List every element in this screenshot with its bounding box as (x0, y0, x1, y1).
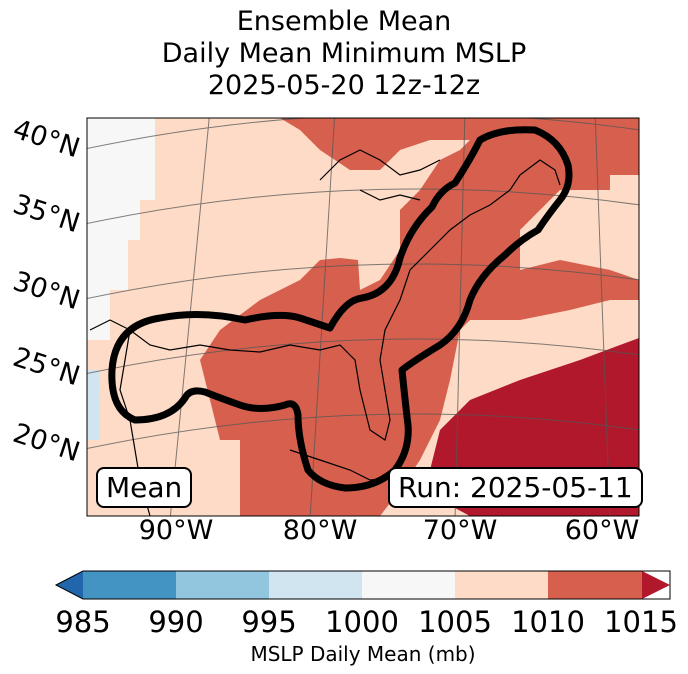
field-995-1000 (87, 370, 100, 440)
colorbar-tick: 1015 (604, 605, 678, 639)
colorbar (54, 570, 671, 600)
title-line-2: Daily Mean Minimum MSLP (161, 38, 527, 69)
lon-label-90w: 90°W (138, 515, 214, 546)
graticule (87, 118, 639, 516)
colorbar-segment (362, 571, 455, 599)
colorbar-segment (455, 571, 548, 599)
field-1000-1005 (87, 118, 155, 340)
colorbar-under-arrow (56, 571, 83, 599)
colorbar-tick: 1005 (418, 605, 492, 639)
title-line-3: 2025-05-20 12z-12z (207, 70, 481, 101)
colorbar-over-arrow (642, 571, 670, 599)
lon-label-60w: 60°W (564, 515, 640, 546)
map-frame (86, 117, 640, 517)
lon-label-80w: 80°W (282, 515, 358, 546)
colorbar-tick: 985 (55, 605, 111, 639)
colorbar-tick: 1010 (511, 605, 585, 639)
field-1010-1015 (200, 118, 639, 516)
colorbar-tick: 990 (148, 605, 204, 639)
colorbar-label: MSLP Daily Mean (mb) (250, 642, 476, 666)
colorbar-tick: 1000 (325, 605, 399, 639)
colorbar-segment (269, 571, 362, 599)
ensemble-contour (108, 126, 573, 492)
mean-box: Mean (96, 467, 193, 508)
colorbar-segment (176, 571, 269, 599)
title-line-1: Ensemble Mean (236, 6, 452, 37)
lon-label-70w: 70°W (422, 515, 498, 546)
colorbar-tick: 995 (241, 605, 297, 639)
colorbar-segment (548, 571, 642, 599)
run-date-box: Run: 2025-05-11 (388, 467, 643, 508)
colorbar-segment (83, 571, 176, 599)
